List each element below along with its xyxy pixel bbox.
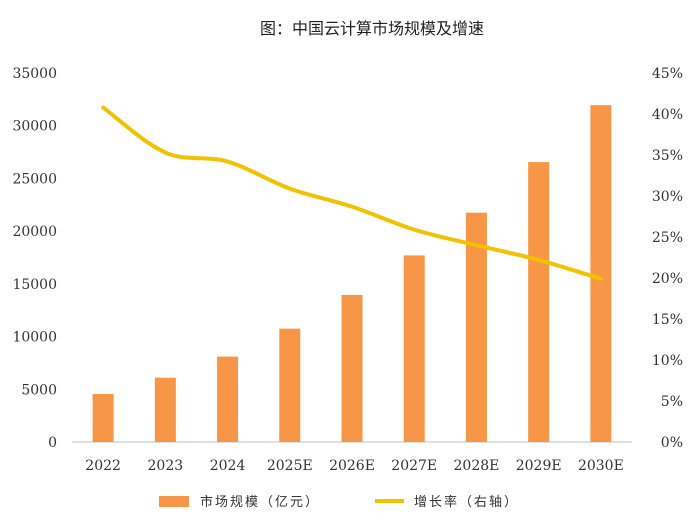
right-axis-tick-label: 0%: [661, 435, 683, 451]
bar-2027E: [403, 255, 425, 442]
bar-2026E: [341, 294, 363, 442]
growth-rate-line: [101, 105, 603, 281]
right-axis-tick-label: 30%: [652, 189, 683, 205]
bar-2025E: [279, 328, 301, 442]
bar-2029E: [528, 162, 550, 442]
left-axis-tick-label: 15000: [12, 277, 57, 293]
bar-series: [92, 105, 612, 443]
right-axis-ticks: 0% 5% 10% 15% 20% 25% 30% 35% 40% 45%: [652, 66, 683, 451]
left-axis-tick-label: 10000: [12, 330, 57, 346]
x-axis-tick-label: 2030E: [578, 458, 624, 474]
x-axis-tick-label: 2029E: [516, 458, 562, 474]
bar-2030E: [590, 105, 612, 443]
bar-2028E: [465, 212, 487, 442]
x-axis-tick-label: 2024: [210, 458, 246, 474]
bar-2024: [217, 356, 239, 442]
x-axis-tick-label: 2028E: [454, 458, 500, 474]
left-axis-tick-label: 25000: [12, 171, 57, 187]
right-axis-tick-label: 35%: [652, 148, 683, 164]
right-axis-tick-label: 20%: [652, 271, 683, 287]
x-axis-ticks: 2022 2023 2024 2025E 2026E 2027E 2028E 2029E 203…: [85, 458, 624, 474]
x-axis-tick-label: 2023: [148, 458, 184, 474]
bar-2023: [154, 377, 176, 442]
left-axis-tick-label: 0: [48, 435, 57, 451]
legend-label-growth-rate: 增长率（右轴）: [414, 494, 519, 510]
chart-title: 图：中国云计算市场规模及增速: [260, 19, 484, 38]
x-axis-tick-label: 2027E: [391, 458, 437, 474]
right-axis-tick-label: 5%: [661, 394, 683, 410]
right-axis-tick-label: 40%: [652, 107, 683, 123]
legend-swatch-market-size: [159, 496, 189, 507]
left-axis-tick-label: 30000: [12, 119, 57, 135]
right-axis-tick-label: 45%: [652, 66, 683, 82]
right-axis-tick-label: 10%: [652, 353, 683, 369]
x-axis-tick-label: 2022: [85, 458, 121, 474]
legend-label-market-size: 市场规模（亿元）: [200, 494, 320, 510]
legend: 市场规模（亿元） 增长率（右轴）: [159, 494, 519, 510]
x-axis-tick-label: 2025E: [267, 458, 313, 474]
left-axis-tick-label: 35000: [12, 66, 57, 82]
left-axis-ticks: 0 5000 10000 15000 20000 25000 30000 35000: [12, 66, 57, 451]
right-axis-tick-label: 15%: [652, 312, 683, 328]
left-axis-tick-label: 20000: [12, 224, 57, 240]
left-axis-tick-label: 5000: [21, 382, 57, 398]
right-axis-tick-label: 25%: [652, 230, 683, 246]
bar-2022: [92, 394, 114, 442]
x-axis-tick-label: 2026E: [329, 458, 375, 474]
